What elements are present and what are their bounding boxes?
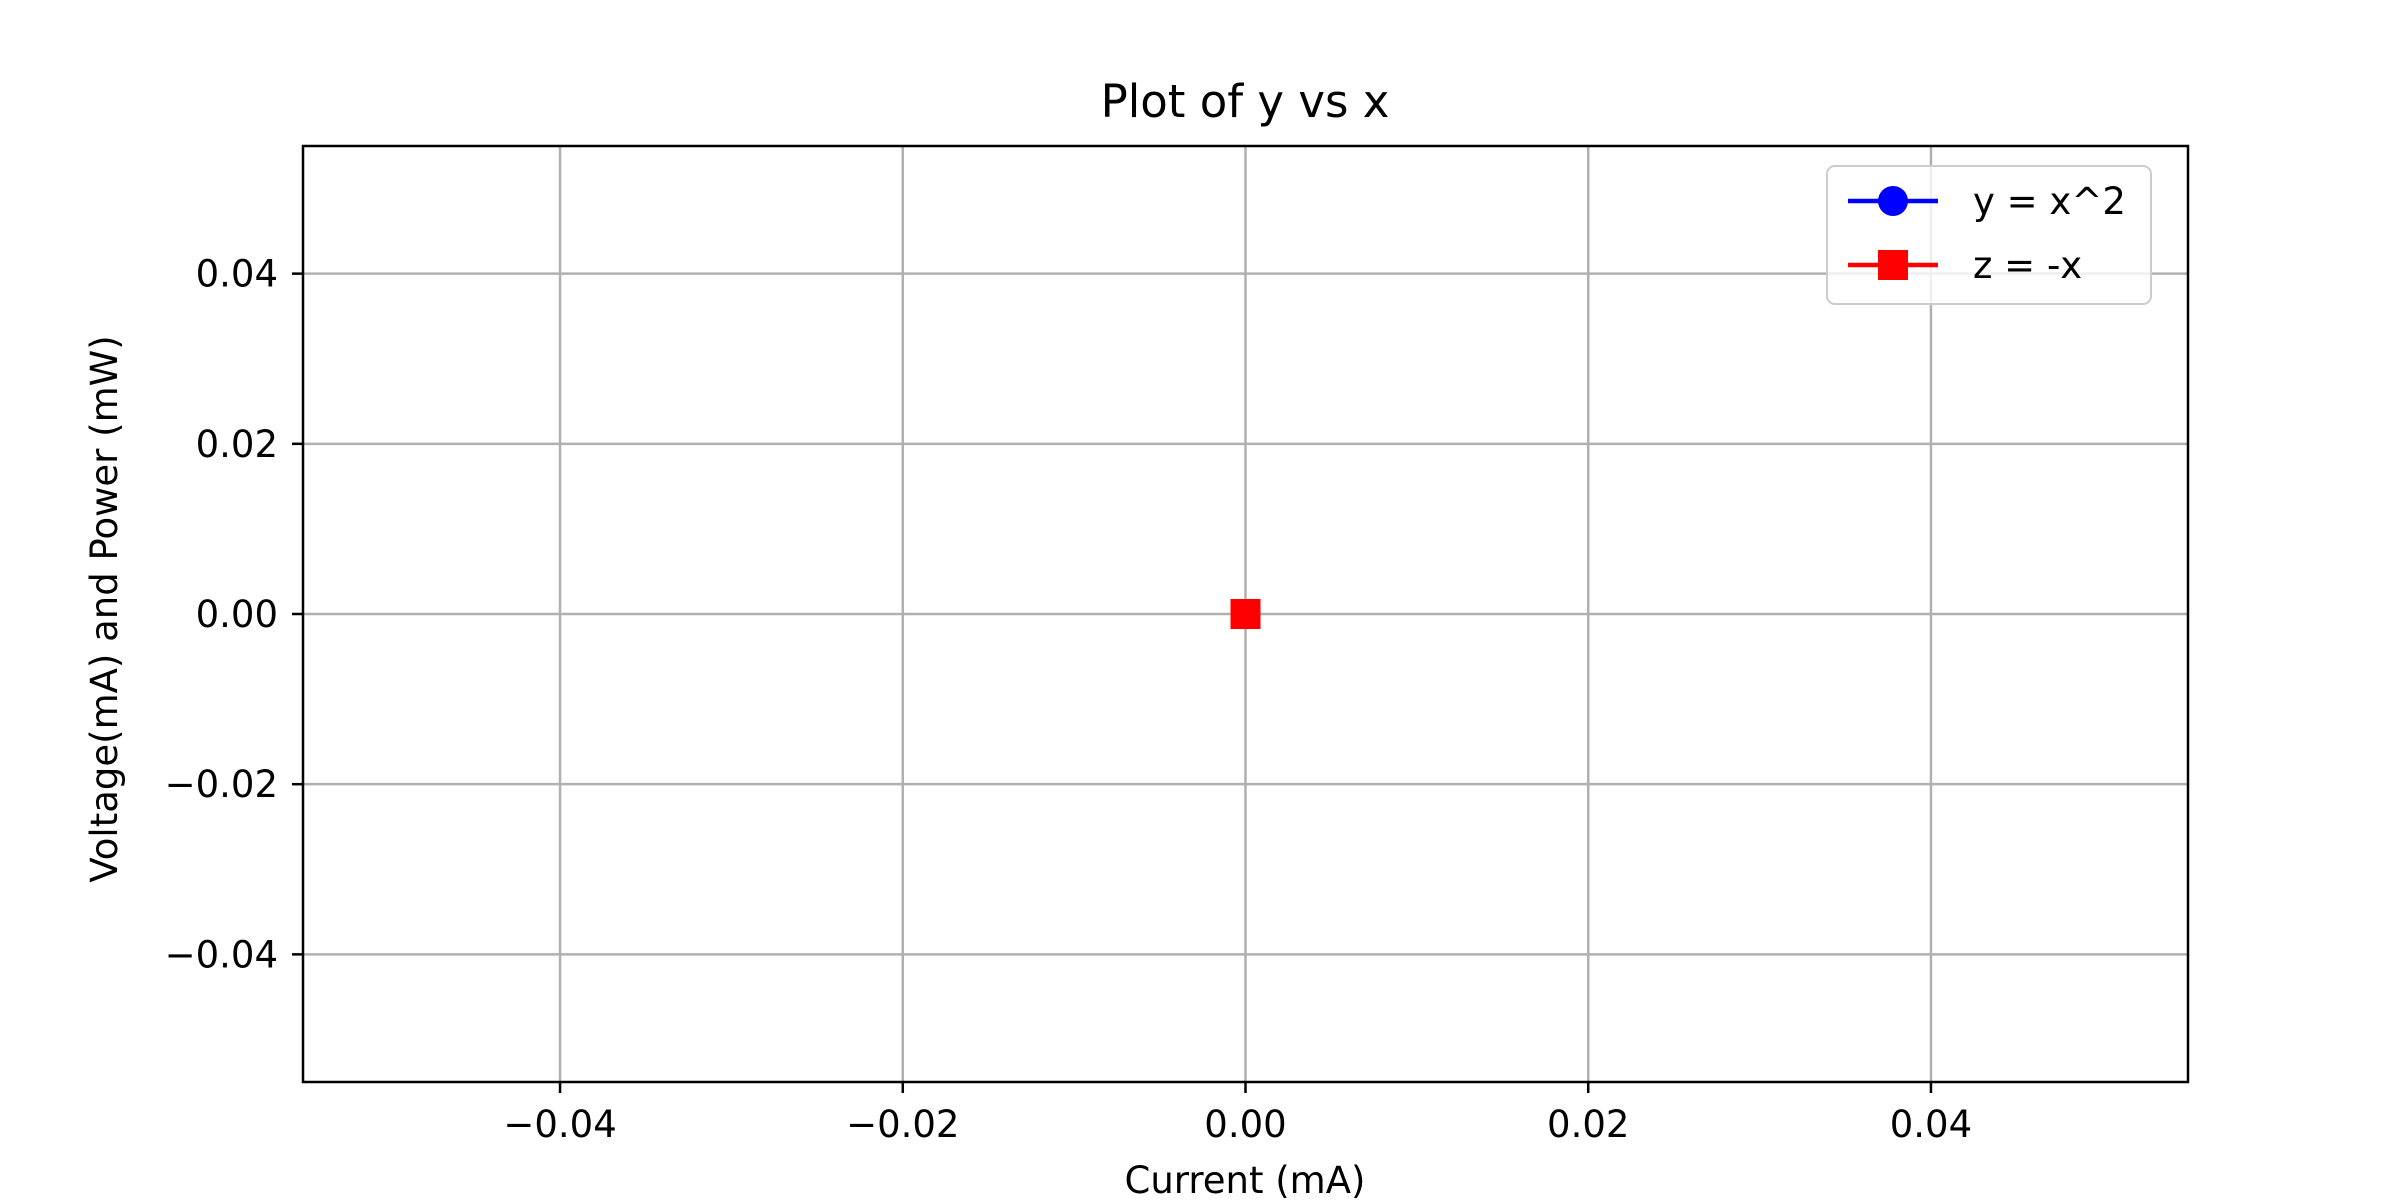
axis-ticks: −0.04 −0.02 0.00 0.02 0.04 −0.04 −0.02 0.00 0.02…: [165, 253, 1973, 1146]
y-axis-label: Voltage(mA) and Power (mW): [83, 335, 126, 882]
legend: y = x^2 z = -x: [1826, 165, 2152, 305]
x-tick-label: −0.02: [846, 1103, 959, 1146]
y-tick-label: 0.02: [196, 423, 278, 466]
legend-item-2-marker: [1878, 250, 1908, 280]
legend-item-2-label: z = -x: [1973, 244, 2082, 287]
series-layer: [1230, 599, 1261, 629]
legend-items: y = x^2 z = -x: [1848, 180, 2126, 287]
y-tick-label: −0.04: [165, 933, 278, 976]
y-tick-label: 0.00: [196, 593, 278, 636]
y-tick-label: −0.02: [165, 763, 278, 806]
x-tick-label: 0.02: [1547, 1103, 1629, 1146]
chart-title: Plot of y vs x: [1101, 75, 1390, 128]
x-tick-label: 0.04: [1890, 1103, 1972, 1146]
x-tick-label: −0.04: [503, 1103, 616, 1146]
y-tick-label: 0.04: [196, 253, 278, 296]
legend-item-1-marker: [1878, 186, 1908, 216]
series-2-point: [1230, 599, 1261, 629]
x-axis-label: Current (mA): [1125, 1159, 1366, 1200]
x-tick-label: 0.00: [1204, 1103, 1286, 1146]
legend-item-1-label: y = x^2: [1973, 180, 2126, 223]
